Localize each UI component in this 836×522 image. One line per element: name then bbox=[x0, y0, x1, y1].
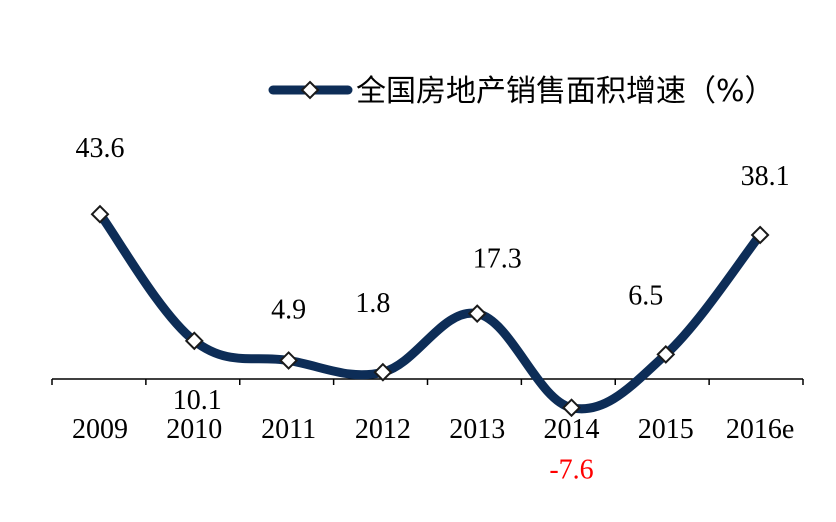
data-point-marker-2010 bbox=[184, 331, 204, 351]
legend-label: 全国房地产销售面积增速（%） bbox=[356, 74, 775, 109]
data-point-marker-2013 bbox=[467, 304, 487, 324]
data-label-2010: 10.1 bbox=[173, 385, 222, 416]
legend: 全国房地产销售面积增速（%） bbox=[268, 74, 775, 109]
data-label-2011: 4.9 bbox=[271, 294, 306, 325]
x-tick-label-2011: 2011 bbox=[261, 414, 316, 445]
data-point-marker-2016e bbox=[750, 225, 770, 245]
x-tick-label-2016e: 2016e bbox=[726, 414, 794, 445]
data-point-marker-2015 bbox=[656, 345, 676, 364]
x-tick-label-2010: 2010 bbox=[166, 414, 222, 445]
data-label-2015: 6.5 bbox=[628, 280, 663, 311]
data-label-2009: 43.6 bbox=[76, 133, 125, 164]
data-labels: 43.6 10.1 4.9 1.8 17.3 -7.6 6.5 38.1 bbox=[76, 133, 790, 486]
data-label-2013: 17.3 bbox=[473, 244, 522, 275]
x-tick-label-2013: 2013 bbox=[449, 414, 505, 445]
legend-marker-diamond bbox=[300, 80, 320, 100]
data-label-2014: -7.6 bbox=[549, 455, 593, 486]
x-tick-labels: 2009 2010 2011 2012 2013 2014 2015 2016e bbox=[72, 414, 794, 445]
x-axis bbox=[51, 378, 804, 385]
x-tick-label-2009: 2009 bbox=[72, 414, 128, 445]
x-tick-label-2015: 2015 bbox=[638, 414, 694, 445]
data-label-2016e: 38.1 bbox=[741, 161, 790, 192]
data-label-2012: 1.8 bbox=[355, 288, 390, 319]
x-tick-label-2014: 2014 bbox=[544, 414, 600, 445]
data-point-marker-2009 bbox=[90, 204, 110, 224]
data-point-marker-2011 bbox=[279, 351, 299, 370]
series-markers bbox=[90, 204, 770, 418]
x-tick-label-2012: 2012 bbox=[355, 414, 411, 445]
data-point-marker-2012 bbox=[373, 362, 393, 382]
data-point-marker-2014 bbox=[562, 398, 581, 418]
